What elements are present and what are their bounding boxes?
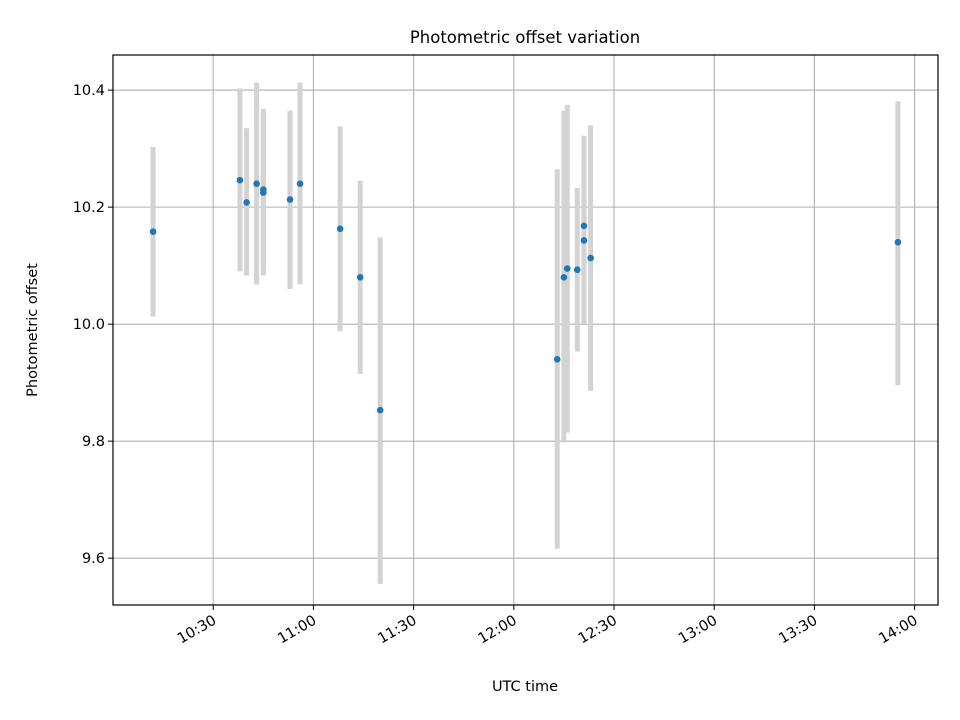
data-point bbox=[236, 176, 244, 184]
y-axis-label: Photometric offset bbox=[25, 263, 41, 397]
x-tick-label: 13:00 bbox=[676, 613, 720, 648]
data-point bbox=[580, 237, 588, 244]
data-point bbox=[563, 265, 571, 272]
x-tick-label: 14:00 bbox=[876, 613, 920, 648]
data-point bbox=[243, 199, 250, 206]
data-point bbox=[336, 225, 344, 233]
data-point bbox=[376, 406, 384, 414]
x-tick-label: 12:00 bbox=[476, 613, 520, 648]
x-tick-label: 11:30 bbox=[375, 613, 419, 648]
x-tick-label: 10:30 bbox=[175, 613, 219, 648]
data-point bbox=[580, 222, 588, 230]
data-point bbox=[296, 180, 304, 188]
y-tick-label: 10.2 bbox=[73, 200, 105, 216]
plot-area-frame bbox=[112, 54, 939, 606]
data-point bbox=[260, 186, 267, 193]
y-tick-label: 10.4 bbox=[73, 83, 105, 99]
chart-title: Photometric offset variation bbox=[410, 28, 640, 47]
x-tick-label: 11:00 bbox=[275, 613, 319, 648]
x-tick-label: 13:30 bbox=[776, 613, 820, 648]
data-point bbox=[587, 254, 594, 262]
data-points bbox=[149, 176, 902, 414]
data-point bbox=[894, 238, 902, 246]
x-axis-label: UTC time bbox=[492, 679, 558, 695]
data-point bbox=[573, 266, 581, 274]
data-point bbox=[286, 196, 294, 203]
x-tick-label: 12:30 bbox=[576, 613, 620, 648]
y-tick-label: 9.6 bbox=[82, 551, 105, 567]
data-point bbox=[553, 355, 561, 363]
grid bbox=[113, 55, 938, 605]
axis-ticks: 10:30 11:00 11:30 12:00 12:30 13:00 13:30 14:00… bbox=[73, 83, 921, 647]
y-tick-label: 9.8 bbox=[82, 434, 105, 450]
data-point bbox=[253, 180, 260, 188]
data-point bbox=[560, 274, 568, 281]
data-point bbox=[356, 274, 364, 281]
error-bars bbox=[150, 82, 901, 584]
y-tick-label: 10.0 bbox=[73, 317, 105, 333]
data-point bbox=[149, 228, 157, 236]
